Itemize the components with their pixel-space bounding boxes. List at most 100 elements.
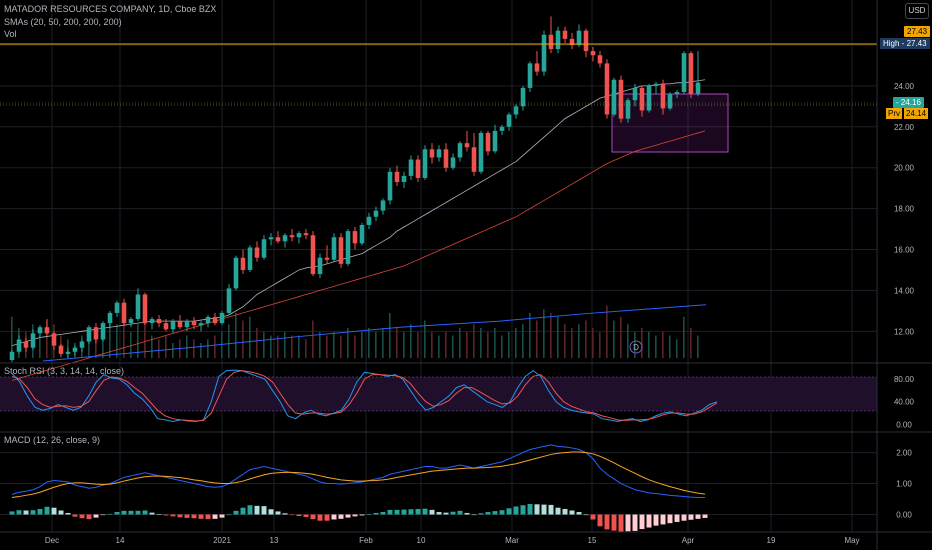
macd-legend[interactable]: MACD (12, 26, close, 9) <box>4 435 101 445</box>
candle-body <box>142 294 148 324</box>
time-tick-label: May <box>844 536 859 545</box>
volume-bar <box>543 309 545 358</box>
candle-body <box>58 345 64 354</box>
macd-histogram-bar <box>478 513 484 515</box>
macd-histogram-bar <box>240 507 246 515</box>
price-tick-label: 24.00 <box>894 82 915 91</box>
candle-body <box>436 149 442 158</box>
prev-close-tag: Prv 24.14 <box>886 108 929 119</box>
volume-bar <box>578 324 580 358</box>
candle-body <box>653 83 659 86</box>
macd-histogram-bar <box>569 510 575 515</box>
candle-body <box>219 312 225 324</box>
candle-body <box>289 235 295 238</box>
volume-bar <box>557 316 559 358</box>
volume-bar <box>396 328 398 358</box>
volume-bar <box>564 324 566 358</box>
volume-bar <box>417 331 419 358</box>
candle-body <box>79 341 85 348</box>
macd-histogram-bar <box>653 514 659 526</box>
volume-bar <box>39 335 41 358</box>
macd-histogram-bar <box>58 510 64 515</box>
candle-body <box>261 239 267 258</box>
price-tick-label: 12.00 <box>894 327 915 336</box>
candle-body <box>156 319 162 324</box>
macd-histogram-bar <box>464 512 470 515</box>
macd-histogram-bar <box>352 514 358 517</box>
volume-bar <box>676 339 678 358</box>
volume-bar <box>620 316 622 358</box>
candle-body <box>625 100 631 119</box>
macd-histogram-bar <box>436 512 442 515</box>
symbol-title[interactable]: MATADOR RESOURCES COMPANY, 1D, Cboe BZX <box>4 4 217 14</box>
stoch-tick-label: 0.00 <box>896 420 912 429</box>
candle-body <box>9 351 15 360</box>
candle-body <box>520 87 526 107</box>
volume-bar <box>438 335 440 358</box>
macd-histogram-bar <box>310 514 316 520</box>
candle-body <box>86 327 92 342</box>
volume-legend[interactable]: Vol <box>4 29 17 39</box>
candle-body <box>16 339 22 352</box>
candle-body <box>583 30 589 52</box>
macd-histogram-bar <box>177 514 183 518</box>
time-tick-label: 14 <box>116 536 125 545</box>
candle-body <box>534 63 540 72</box>
macd-histogram-bar <box>247 505 253 515</box>
macd-histogram-bar <box>534 504 540 515</box>
candle-body <box>618 79 624 119</box>
candle-body <box>639 87 645 111</box>
candle-body <box>562 30 568 39</box>
volume-bar <box>347 328 349 358</box>
macd-histogram-bar <box>65 512 71 515</box>
candle-body <box>681 53 687 93</box>
top-price-tag: 27.43 <box>904 26 931 37</box>
time-tick-label: Dec <box>45 536 59 545</box>
volume-bar <box>473 324 475 358</box>
dividend-event-label: D <box>633 343 639 352</box>
macd-histogram-bar <box>149 512 155 515</box>
macd-histogram-bar <box>450 511 456 515</box>
macd-histogram-bar <box>233 510 239 515</box>
volume-bar <box>46 320 48 358</box>
volume-bar <box>697 335 699 358</box>
candle-body <box>184 321 190 328</box>
stoch-band <box>0 377 877 411</box>
currency-button[interactable]: USD <box>905 3 929 19</box>
volume-bar <box>326 335 328 358</box>
macd-histogram-bar <box>93 514 99 518</box>
candle-body <box>30 333 36 348</box>
macd-histogram-bar <box>268 509 274 515</box>
high-value: 27.43 <box>906 39 927 48</box>
volume-bar <box>592 328 594 358</box>
macd-histogram-bar <box>226 514 232 516</box>
candle-body <box>478 132 484 172</box>
macd-histogram-bar <box>254 505 260 515</box>
candle-body <box>135 294 141 320</box>
dividend-event-marker[interactable] <box>629 340 643 354</box>
volume-bar <box>137 324 139 358</box>
macd-histogram-bar <box>296 514 302 517</box>
macd-histogram-bar <box>394 509 400 515</box>
volume-bar <box>501 335 503 358</box>
candle-body <box>226 288 232 313</box>
macd-histogram-bar <box>548 504 554 515</box>
candle-body <box>275 237 281 242</box>
macd-histogram-bar <box>163 514 169 516</box>
macd-histogram-bar <box>23 510 29 515</box>
candle-body <box>548 34 554 50</box>
sma-legend[interactable]: SMAs (20, 50, 200, 200, 200) <box>4 17 122 27</box>
macd-histogram-bar <box>219 514 225 518</box>
macd-tick-label: 1.00 <box>896 480 912 489</box>
time-tick-label: 19 <box>767 536 776 545</box>
volume-bar <box>361 331 363 358</box>
candle-body <box>429 149 435 158</box>
macd-histogram-bar <box>44 506 50 515</box>
macd-histogram-bar <box>317 514 323 521</box>
time-tick-label: 13 <box>270 536 279 545</box>
macd-histogram-bar <box>688 514 694 520</box>
candle-body <box>44 327 50 334</box>
stoch-rsi-legend[interactable]: Stoch RSI (3, 3, 14, 14, close) <box>4 366 125 376</box>
stoch-tick-label: 40.00 <box>894 398 915 407</box>
